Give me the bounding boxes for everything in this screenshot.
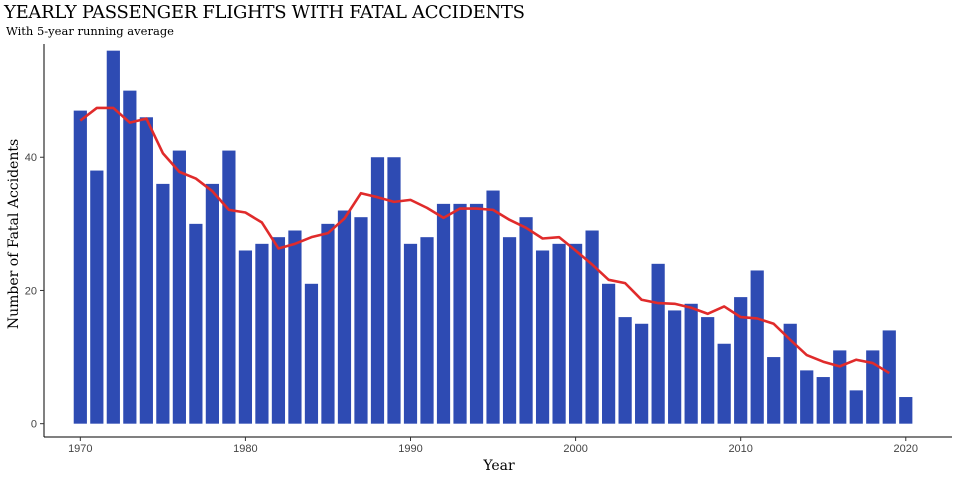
chart-subtitle: With 5-year running average <box>6 24 174 38</box>
x-tick-label-2020: 2020 <box>894 443 918 455</box>
bar-2017 <box>849 390 863 424</box>
bar-1995 <box>486 190 500 424</box>
bar-2001 <box>585 230 599 424</box>
bar-group <box>73 50 913 424</box>
bar-2019 <box>882 330 896 424</box>
bar-2020 <box>899 397 913 424</box>
bar-2004 <box>635 323 649 424</box>
bar-1978 <box>205 183 219 424</box>
bar-2009 <box>717 343 731 424</box>
bar-2015 <box>816 377 830 424</box>
bar-1973 <box>123 90 137 424</box>
bar-1985 <box>321 223 335 424</box>
bar-1983 <box>288 230 302 424</box>
bar-1993 <box>453 203 467 424</box>
bar-2016 <box>833 350 847 424</box>
running-average-layer <box>79 106 890 375</box>
bar-1987 <box>354 217 368 424</box>
bar-1976 <box>172 150 186 424</box>
bar-1977 <box>189 223 203 424</box>
bar-1990 <box>403 243 418 424</box>
bar-2012 <box>767 357 781 424</box>
bar-1981 <box>255 243 269 424</box>
axes: 0 20 40 1970 1980 1990 2000 2010 2020 <box>25 44 952 455</box>
bar-2000 <box>568 243 583 424</box>
bar-2007 <box>684 303 698 424</box>
chart-title: YEARLY PASSENGER FLIGHTS WITH FATAL ACCI… <box>4 2 525 23</box>
y-tick-label-0: 0 <box>31 419 37 431</box>
bar-2013 <box>783 323 797 424</box>
bar-1989 <box>387 157 401 424</box>
bar-1970 <box>73 110 87 424</box>
running-average-line <box>79 106 890 375</box>
bar-1998 <box>535 250 550 424</box>
bar-2014 <box>800 370 814 424</box>
bar-2005 <box>651 263 665 424</box>
bar-2018 <box>866 350 880 424</box>
y-tick-label-40: 40 <box>25 152 37 164</box>
bar-2006 <box>668 310 682 424</box>
bar-1975 <box>156 183 170 424</box>
bar-1980 <box>238 250 253 424</box>
y-tick-label-20: 20 <box>25 285 37 297</box>
bar-1988 <box>370 157 385 424</box>
bar-1991 <box>420 237 434 424</box>
bar-1997 <box>519 217 533 424</box>
bar-2003 <box>618 317 632 424</box>
bar-1979 <box>222 150 236 424</box>
bar-1974 <box>139 117 153 424</box>
bar-2008 <box>701 317 715 424</box>
bar-2002 <box>602 283 616 424</box>
x-tick-label-1980: 1980 <box>233 443 257 455</box>
x-tick-label-1990: 1990 <box>398 443 422 455</box>
bar-2010 <box>734 297 748 424</box>
bar-1984 <box>304 283 319 424</box>
x-tick-label-2010: 2010 <box>728 443 752 455</box>
bar-2011 <box>750 270 764 424</box>
bar-1982 <box>271 237 286 424</box>
bar-1972 <box>106 50 120 424</box>
x-tick-label-2000: 2000 <box>563 443 587 455</box>
bar-1992 <box>436 203 451 424</box>
bar-1994 <box>469 203 484 424</box>
x-axis-title: Year <box>482 458 515 474</box>
bar-1999 <box>552 243 566 424</box>
y-axis-title: Number of Fatal Accidents <box>6 139 22 329</box>
bar-1996 <box>502 237 517 424</box>
bar-1986 <box>337 210 352 424</box>
x-tick-label-1970: 1970 <box>68 443 92 455</box>
bar-1971 <box>90 170 104 424</box>
